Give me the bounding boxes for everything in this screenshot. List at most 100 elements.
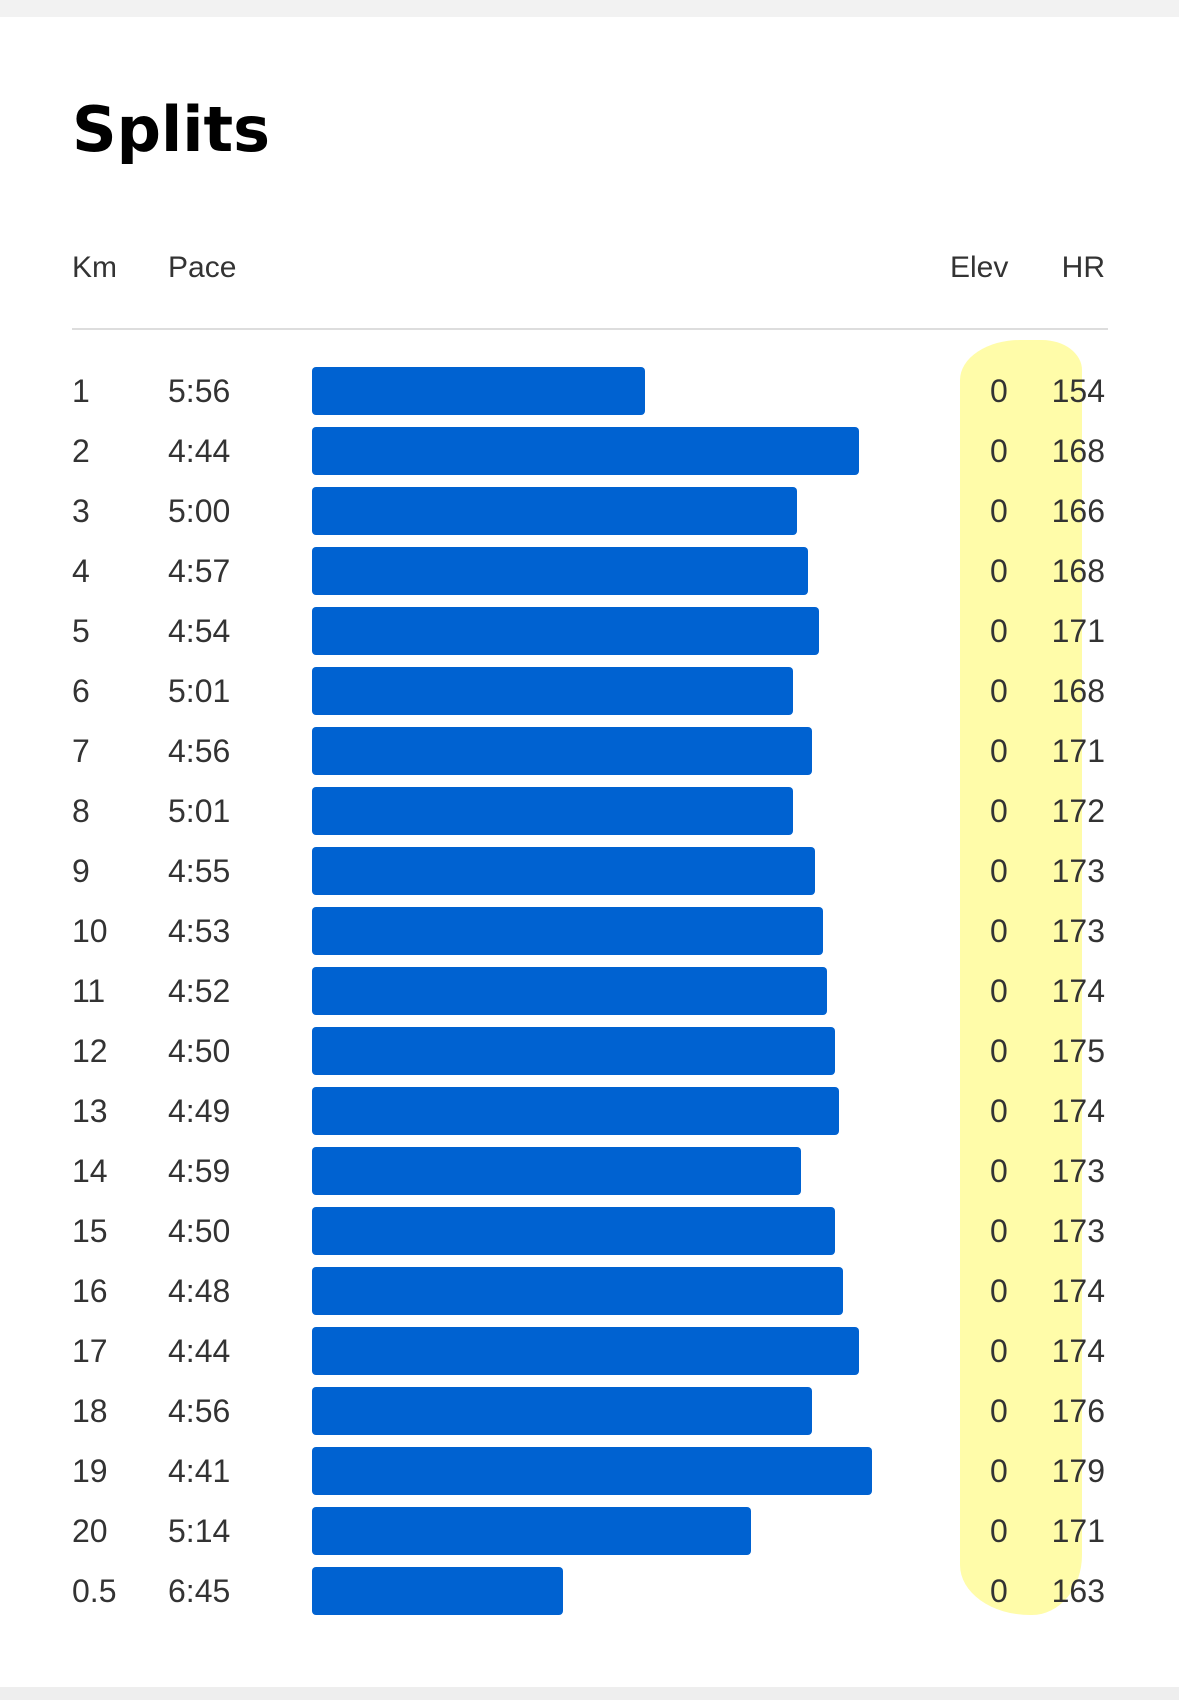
pace-bar bbox=[312, 1387, 812, 1435]
split-pace: 5:14 bbox=[168, 1513, 231, 1549]
pace-bar-track bbox=[312, 1447, 872, 1495]
split-hr: 171 bbox=[1051, 613, 1105, 649]
pace-bar bbox=[312, 1327, 860, 1375]
split-hr: 171 bbox=[1051, 1513, 1105, 1549]
pace-bar bbox=[312, 1147, 801, 1195]
split-elev: 0 bbox=[990, 793, 1008, 829]
split-km: 19 bbox=[72, 1453, 108, 1489]
pace-bar-track bbox=[312, 1147, 872, 1195]
split-hr: 173 bbox=[1051, 1153, 1105, 1189]
pace-bar-track bbox=[312, 427, 872, 475]
split-elev: 0 bbox=[990, 1153, 1008, 1189]
pace-bar bbox=[312, 427, 860, 475]
split-elev: 0 bbox=[990, 433, 1008, 469]
split-pace: 5:01 bbox=[168, 673, 231, 709]
split-elev: 0 bbox=[990, 673, 1008, 709]
pace-bar bbox=[312, 1567, 563, 1615]
split-pace: 4:44 bbox=[168, 433, 231, 469]
split-hr: 173 bbox=[1051, 853, 1105, 889]
elev-highlight-mark bbox=[960, 340, 1082, 1615]
split-row: 1 5:56 0 154 bbox=[0, 361, 1179, 421]
split-pace: 4:50 bbox=[168, 1033, 231, 1069]
split-elev: 0 bbox=[990, 1393, 1008, 1429]
split-elev: 0 bbox=[990, 1093, 1008, 1129]
split-km: 18 bbox=[72, 1393, 108, 1429]
pace-bar-track bbox=[312, 1087, 872, 1135]
split-row: 14 4:59 0 173 bbox=[0, 1141, 1179, 1201]
split-km: 13 bbox=[72, 1093, 108, 1129]
split-pace: 4:44 bbox=[168, 1333, 231, 1369]
split-pace: 4:52 bbox=[168, 973, 231, 1009]
split-pace: 4:59 bbox=[168, 1153, 231, 1189]
pace-bar bbox=[312, 1027, 835, 1075]
split-row: 5 4:54 0 171 bbox=[0, 601, 1179, 661]
split-row: 17 4:44 0 174 bbox=[0, 1321, 1179, 1381]
split-pace: 4:53 bbox=[168, 913, 231, 949]
column-header-elev: Elev bbox=[950, 251, 1009, 284]
pace-bar bbox=[312, 607, 819, 655]
split-elev: 0 bbox=[990, 373, 1008, 409]
splits-list: 1 5:56 0 154 2 4:44 0 168 3 5:00 0 166 4 4:57 0 168 5 4:5… bbox=[0, 361, 1179, 1621]
pace-bar-track bbox=[312, 367, 872, 415]
split-hr: 176 bbox=[1051, 1393, 1105, 1429]
pace-bar-track bbox=[312, 1507, 872, 1555]
split-elev: 0 bbox=[990, 1033, 1008, 1069]
split-pace: 5:01 bbox=[168, 793, 231, 829]
split-elev: 0 bbox=[990, 1453, 1008, 1489]
split-hr: 172 bbox=[1051, 793, 1105, 829]
split-elev: 0 bbox=[990, 1513, 1008, 1549]
split-pace: 4:49 bbox=[168, 1093, 231, 1129]
split-pace: 4:57 bbox=[168, 553, 231, 589]
split-row: 12 4:50 0 175 bbox=[0, 1021, 1179, 1081]
split-row: 15 4:50 0 173 bbox=[0, 1201, 1179, 1261]
split-km: 8 bbox=[72, 793, 90, 829]
column-header-hr: HR bbox=[1061, 251, 1105, 284]
split-km: 3 bbox=[72, 493, 90, 529]
split-row: 6 5:01 0 168 bbox=[0, 661, 1179, 721]
split-km: 12 bbox=[72, 1033, 108, 1069]
split-elev: 0 bbox=[990, 1273, 1008, 1309]
split-pace: 4:41 bbox=[168, 1453, 231, 1489]
split-elev: 0 bbox=[990, 1213, 1008, 1249]
split-row: 18 4:56 0 176 bbox=[0, 1381, 1179, 1441]
pace-bar bbox=[312, 1087, 839, 1135]
pace-bar bbox=[312, 727, 812, 775]
split-km: 2 bbox=[72, 433, 90, 469]
split-hr: 166 bbox=[1051, 493, 1105, 529]
split-hr: 154 bbox=[1051, 373, 1105, 409]
split-hr: 168 bbox=[1051, 553, 1105, 589]
split-row: 3 5:00 0 166 bbox=[0, 481, 1179, 541]
split-km: 14 bbox=[72, 1153, 108, 1189]
split-row: 4 4:57 0 168 bbox=[0, 541, 1179, 601]
split-row: 8 5:01 0 172 bbox=[0, 781, 1179, 841]
pace-bar bbox=[312, 1207, 835, 1255]
pace-bar-track bbox=[312, 607, 872, 655]
pace-bar bbox=[312, 1447, 872, 1495]
split-row: 19 4:41 0 179 bbox=[0, 1441, 1179, 1501]
split-hr: 175 bbox=[1051, 1033, 1105, 1069]
pace-bar bbox=[312, 847, 816, 895]
split-km: 1 bbox=[72, 373, 90, 409]
split-pace: 4:54 bbox=[168, 613, 231, 649]
pace-bar bbox=[312, 367, 645, 415]
split-km: 10 bbox=[72, 913, 108, 949]
split-hr: 174 bbox=[1051, 1093, 1105, 1129]
pace-bar-track bbox=[312, 1327, 872, 1375]
split-elev: 0 bbox=[990, 1333, 1008, 1369]
split-pace: 4:56 bbox=[168, 1393, 231, 1429]
pace-bar-track bbox=[312, 967, 872, 1015]
split-pace: 6:45 bbox=[168, 1573, 231, 1609]
split-km: 0.5 bbox=[72, 1573, 117, 1609]
split-elev: 0 bbox=[990, 973, 1008, 1009]
split-pace: 4:50 bbox=[168, 1213, 231, 1249]
pace-bar bbox=[312, 1507, 751, 1555]
bottom-edge bbox=[0, 1687, 1179, 1700]
pace-bar bbox=[312, 1267, 843, 1315]
pace-bar bbox=[312, 967, 827, 1015]
pace-bar bbox=[312, 787, 794, 835]
split-elev: 0 bbox=[990, 613, 1008, 649]
split-elev: 0 bbox=[990, 553, 1008, 589]
split-km: 17 bbox=[72, 1333, 108, 1369]
splits-table-header: Km Pace Elev HR bbox=[0, 248, 1179, 288]
split-pace: 5:00 bbox=[168, 493, 231, 529]
